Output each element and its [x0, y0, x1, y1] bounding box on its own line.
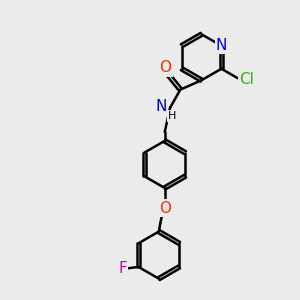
- Text: Cl: Cl: [239, 72, 254, 87]
- Text: F: F: [118, 261, 127, 276]
- Text: N: N: [155, 99, 167, 114]
- Text: O: O: [159, 200, 171, 215]
- Text: N: N: [216, 38, 227, 53]
- Text: O: O: [160, 60, 172, 75]
- Text: H: H: [168, 111, 177, 121]
